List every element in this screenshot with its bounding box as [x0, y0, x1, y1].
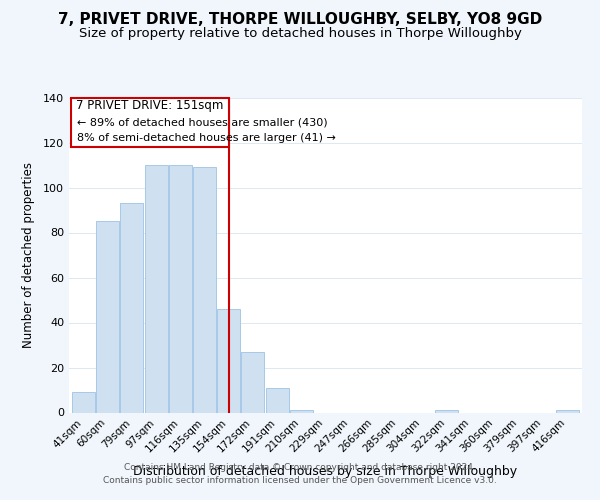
- Text: Contains HM Land Registry data © Crown copyright and database right 2024.: Contains HM Land Registry data © Crown c…: [124, 464, 476, 472]
- Text: Size of property relative to detached houses in Thorpe Willoughby: Size of property relative to detached ho…: [79, 28, 521, 40]
- X-axis label: Distribution of detached houses by size in Thorpe Willoughby: Distribution of detached houses by size …: [133, 466, 518, 478]
- Y-axis label: Number of detached properties: Number of detached properties: [22, 162, 35, 348]
- Bar: [96, 221, 119, 412]
- Bar: [72, 392, 95, 412]
- Bar: [290, 410, 313, 412]
- Bar: [266, 388, 289, 412]
- Text: 7, PRIVET DRIVE, THORPE WILLOUGHBY, SELBY, YO8 9GD: 7, PRIVET DRIVE, THORPE WILLOUGHBY, SELB…: [58, 12, 542, 28]
- Bar: [121, 203, 143, 412]
- Bar: [169, 165, 192, 412]
- Bar: [145, 165, 167, 412]
- Bar: [217, 309, 240, 412]
- Text: ← 89% of detached houses are smaller (430): ← 89% of detached houses are smaller (43…: [77, 118, 327, 128]
- Bar: [435, 410, 458, 412]
- Text: Contains public sector information licensed under the Open Government Licence v3: Contains public sector information licen…: [103, 476, 497, 485]
- Text: 8% of semi-detached houses are larger (41) →: 8% of semi-detached houses are larger (4…: [77, 133, 335, 143]
- FancyBboxPatch shape: [71, 98, 229, 147]
- Text: 7 PRIVET DRIVE: 151sqm: 7 PRIVET DRIVE: 151sqm: [76, 99, 224, 112]
- Bar: [241, 352, 265, 412]
- Bar: [193, 168, 216, 412]
- Bar: [556, 410, 579, 412]
